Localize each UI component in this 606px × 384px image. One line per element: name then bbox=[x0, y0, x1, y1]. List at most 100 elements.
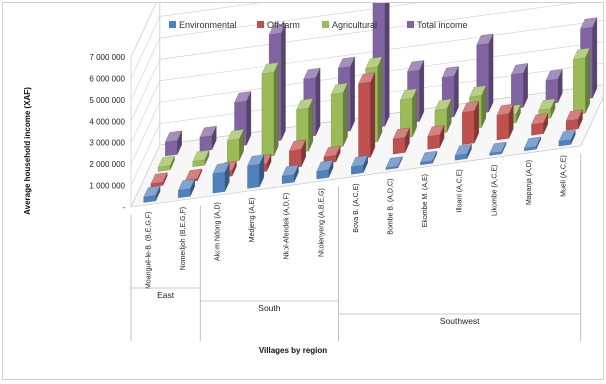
legend-item: Environmental bbox=[169, 20, 237, 30]
legend-item: Off-farm bbox=[257, 20, 300, 30]
gridline bbox=[130, 0, 283, 79]
y-tick-label: 3 000 000 bbox=[89, 139, 125, 148]
bar-front bbox=[573, 57, 586, 116]
bar bbox=[496, 103, 514, 141]
bar-front bbox=[462, 110, 475, 145]
bar bbox=[281, 164, 299, 184]
bar-top bbox=[303, 67, 321, 80]
bar-front bbox=[511, 72, 524, 110]
bar-side bbox=[342, 83, 348, 147]
bar-top bbox=[469, 85, 487, 98]
bar-front bbox=[496, 113, 510, 141]
y-tick-label: 6 000 000 bbox=[89, 74, 125, 83]
legend-label: Total income bbox=[417, 20, 468, 30]
bar-front bbox=[261, 72, 275, 158]
bar-front bbox=[212, 172, 226, 194]
bar-top bbox=[524, 136, 541, 149]
bar-top bbox=[185, 168, 203, 181]
bar-side bbox=[592, 17, 598, 98]
x-tick-label: Mapanja (A,D) bbox=[526, 160, 533, 205]
bar bbox=[392, 127, 410, 155]
bar bbox=[454, 144, 472, 161]
x-tick-label: Medjeng (A,E) bbox=[249, 198, 256, 243]
bar-side bbox=[585, 48, 590, 114]
bar bbox=[351, 155, 368, 175]
bar bbox=[330, 83, 348, 149]
y-tick-label: 7 000 000 bbox=[89, 53, 125, 62]
gridline bbox=[130, 83, 606, 208]
bar-top bbox=[358, 72, 376, 84]
bar bbox=[143, 185, 161, 203]
bar-top bbox=[573, 47, 590, 60]
gridline bbox=[130, 0, 598, 122]
legend-item: Agricultural bbox=[322, 20, 377, 30]
bar-top bbox=[545, 69, 563, 81]
bar-top bbox=[489, 141, 507, 154]
bar bbox=[573, 47, 590, 116]
bar-top bbox=[289, 139, 306, 152]
x-tick-label: Mueli (A,C,E) bbox=[561, 155, 568, 197]
bar-front bbox=[227, 138, 240, 163]
bar-front bbox=[247, 164, 260, 189]
bar bbox=[150, 172, 168, 188]
gridline bbox=[130, 19, 606, 143]
bar bbox=[511, 63, 528, 110]
region-label: South bbox=[258, 303, 280, 313]
bar-top bbox=[385, 156, 403, 169]
x-tick-label: Nkolenyeng (A,B,E,G) bbox=[318, 188, 325, 257]
bar-top bbox=[511, 63, 528, 75]
x-tick-label: Nomedjoh (B,E,G,F) bbox=[180, 207, 187, 270]
legend-swatch bbox=[407, 21, 414, 28]
x-axis-title: Villages by region bbox=[259, 346, 327, 355]
bar-top bbox=[392, 127, 410, 140]
bar-top bbox=[227, 129, 244, 141]
bar-top bbox=[268, 23, 286, 35]
bar-side bbox=[315, 68, 321, 136]
x-tick-label: Illoani (A,C,E) bbox=[457, 169, 464, 212]
bar bbox=[316, 160, 334, 180]
bar-side bbox=[273, 62, 279, 156]
bar-top bbox=[565, 109, 583, 122]
bar-top bbox=[441, 66, 459, 78]
y-axis-title: Average household income (XAF) bbox=[23, 87, 32, 215]
bar-front bbox=[565, 119, 579, 131]
bar-top bbox=[434, 98, 452, 111]
bar bbox=[531, 113, 549, 136]
bar bbox=[462, 101, 479, 145]
bar-side bbox=[419, 60, 425, 122]
bar-side bbox=[488, 33, 494, 113]
bar-top bbox=[462, 101, 479, 113]
bar-side bbox=[384, 0, 390, 127]
bar-top bbox=[150, 172, 168, 184]
bar-top bbox=[496, 103, 514, 116]
x-tick-label: Bombe B. (A,D,C) bbox=[388, 179, 395, 235]
bar-front bbox=[358, 82, 371, 159]
bar-series bbox=[143, 0, 598, 203]
bar bbox=[192, 150, 210, 167]
bar-side bbox=[350, 56, 355, 131]
legend-item: Total income bbox=[407, 20, 468, 30]
bar bbox=[165, 130, 182, 157]
bar-side bbox=[377, 56, 383, 142]
region-groups: East South Southwest bbox=[130, 153, 582, 341]
bar bbox=[157, 155, 175, 172]
bar-front bbox=[531, 122, 544, 136]
bar bbox=[212, 162, 230, 194]
x-tick-label: Nkol-Afendek (A,D,F) bbox=[284, 193, 291, 260]
bar-top bbox=[365, 56, 383, 69]
bar-top bbox=[580, 17, 598, 29]
y-tick-label: 2 000 000 bbox=[89, 160, 125, 169]
bar bbox=[289, 139, 306, 169]
gridline bbox=[130, 0, 158, 58]
legend-swatch bbox=[169, 21, 176, 28]
region-label: East bbox=[157, 290, 175, 300]
x-tick-label: Akom Ndong (A,D) bbox=[215, 202, 222, 261]
legend-label: Off-farm bbox=[267, 20, 300, 30]
bar-side bbox=[280, 23, 286, 141]
bar-top bbox=[247, 154, 265, 167]
y-tick-label: 1 000 000 bbox=[89, 182, 125, 191]
bar-top bbox=[427, 125, 445, 137]
bar-top bbox=[420, 150, 438, 163]
legend: Environmental Off-farm Agricultural Total i… bbox=[169, 20, 468, 30]
